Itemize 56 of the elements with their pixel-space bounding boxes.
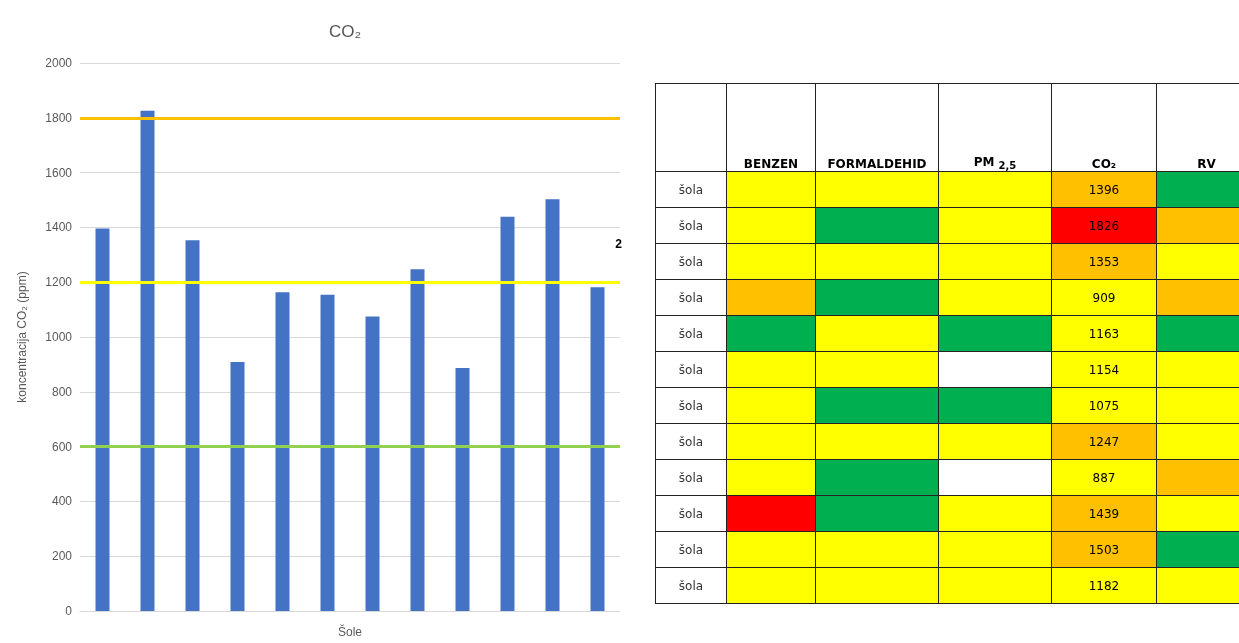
category-label: šola — [678, 542, 704, 557]
category-label: šola — [678, 218, 704, 233]
bar — [410, 269, 425, 611]
y-tick-label: 1000 — [45, 330, 73, 344]
table-cell: 887 — [1051, 459, 1157, 496]
category-label: šola — [678, 290, 704, 305]
table-cell: 1826 — [1051, 207, 1157, 244]
table-cell: 1503 — [1051, 531, 1157, 568]
bar — [185, 240, 200, 611]
category-label: šola — [678, 506, 704, 521]
table-cell: 1439 — [1051, 495, 1157, 532]
bar — [500, 216, 515, 611]
y-tick-label: 1200 — [45, 275, 73, 290]
category-label: šola — [678, 362, 704, 377]
category-label: šola — [678, 434, 704, 449]
bar — [95, 228, 110, 611]
bar — [320, 294, 335, 611]
bar — [365, 316, 380, 611]
bar — [230, 361, 245, 611]
table-cell: 1396 — [1051, 171, 1157, 208]
category-label: šola — [678, 254, 704, 269]
table-cell: BENZEN — [726, 83, 816, 172]
table-cell: RV — [1156, 83, 1239, 172]
bar — [140, 110, 155, 611]
bar — [590, 287, 605, 611]
bar — [275, 292, 290, 611]
y-tick-label: 800 — [51, 384, 73, 399]
bar — [455, 367, 470, 611]
table-cell: 909 — [1051, 279, 1157, 316]
y-tick-label: 2000 — [45, 56, 73, 70]
y-tick-label: 400 — [51, 494, 73, 509]
category-label: šola — [678, 470, 704, 485]
y-tick-label: 200 — [51, 549, 73, 564]
y-tick-label: 1400 — [45, 220, 73, 235]
category-label: šola — [678, 182, 704, 197]
x-axis-title: Šole — [337, 624, 363, 639]
table-cell: 1182 — [1051, 567, 1157, 604]
table-cell: FORMALDEHID — [815, 83, 939, 172]
chart-title: CO₂ — [328, 22, 362, 41]
category-label: šola — [678, 326, 704, 341]
category-label: šola — [678, 398, 704, 413]
y-tick-label: 1800 — [45, 110, 73, 125]
annotation: 2 — [615, 236, 623, 251]
bar — [545, 199, 560, 611]
table-cell: 1075 — [1051, 387, 1157, 424]
y-axis-title: koncentracija CO₂ (ppm) — [15, 271, 29, 403]
table-cell: PM $_{2,5}$ — [938, 83, 1052, 172]
table-cell: 1163 — [1051, 315, 1157, 352]
y-tick-label: 600 — [51, 439, 73, 454]
category-label: šola — [678, 578, 704, 593]
table-cell: CO₂ — [1051, 83, 1157, 172]
table-cell: 1154 — [1051, 351, 1157, 388]
y-tick-label: 0 — [65, 604, 73, 618]
table-cell: 1247 — [1051, 423, 1157, 460]
table-cell: 1353 — [1051, 243, 1157, 280]
y-tick-label: 1600 — [45, 165, 73, 180]
